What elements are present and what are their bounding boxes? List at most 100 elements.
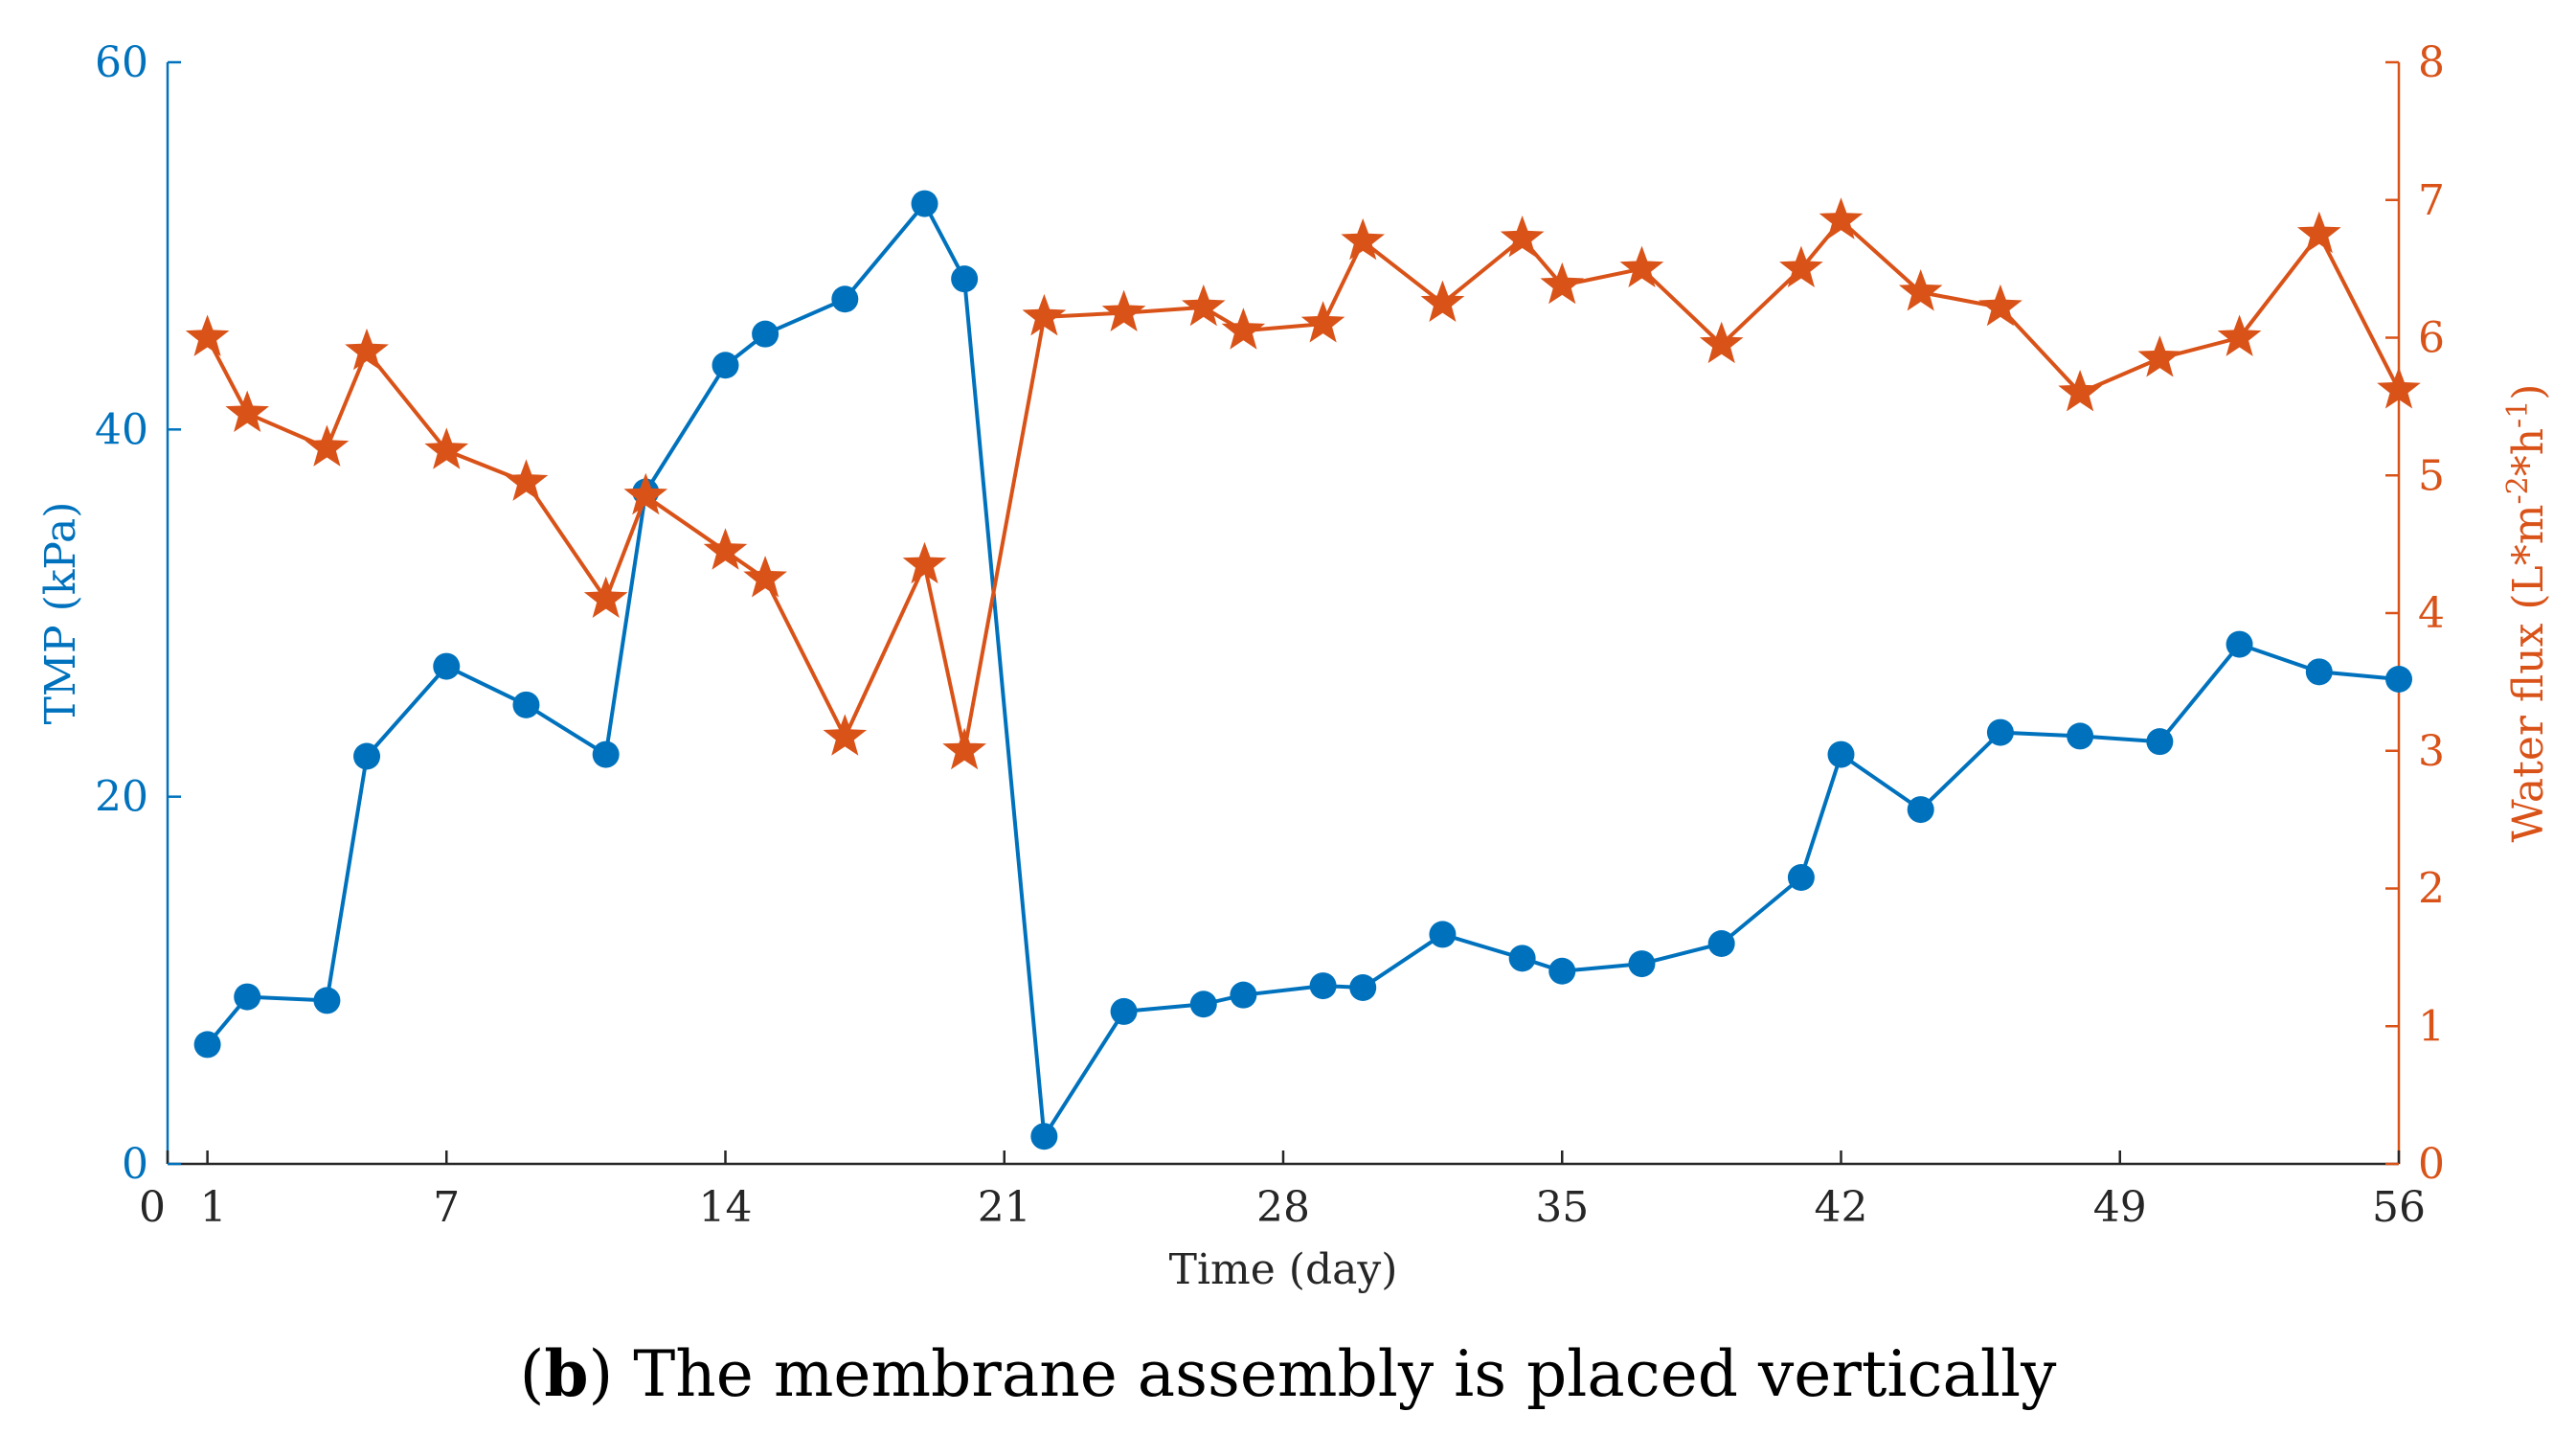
data-point-star (1022, 293, 1067, 336)
series-line (205, 218, 2401, 753)
left-axis-ticks: 0 20 40 60 (95, 38, 181, 1189)
data-point-star (2058, 370, 2102, 412)
data-point-star (823, 714, 868, 756)
x-tick-label: 28 (1256, 1183, 1310, 1232)
data-point-star (1341, 217, 1385, 261)
data-point-star (305, 424, 350, 467)
data-point-circle (1110, 997, 1138, 1025)
right-tick-label: 8 (2418, 38, 2445, 87)
data-point-star (1779, 245, 1823, 287)
data-point-circle (234, 983, 261, 1011)
data-point-circle (1230, 981, 1257, 1009)
data-point-circle (592, 740, 620, 768)
caption-text: The membrane assembly is placed vertical… (613, 1337, 2057, 1411)
data-point-star (1978, 284, 2022, 327)
figure-caption: (b) The membrane assembly is placed vert… (519, 1336, 2057, 1411)
x-tick-label: 42 (1815, 1183, 1868, 1232)
series-water-flux (185, 197, 2421, 770)
right-tick-label: 4 (2418, 589, 2445, 638)
data-point-circle (313, 987, 341, 1014)
data-point-star (703, 528, 748, 570)
right-axis-title-sup1: -2 (2501, 476, 2535, 504)
right-tick-label: 3 (2418, 727, 2445, 776)
left-tick-label: 0 (122, 1140, 148, 1189)
data-point-circle (512, 691, 540, 718)
right-tick-label: 6 (2418, 314, 2445, 363)
data-point-circle (2385, 666, 2412, 693)
data-point-star (583, 576, 628, 618)
data-point-circle (1309, 972, 1337, 1000)
data-point-star (2137, 335, 2182, 377)
data-point-circle (712, 352, 739, 379)
data-point-circle (951, 265, 979, 293)
data-point-circle (1787, 864, 1815, 891)
data-point-circle (831, 285, 859, 313)
data-point-star (1819, 197, 1864, 239)
right-axis-title-main: Water flux (L*m (2504, 505, 2553, 843)
right-tick-label: 7 (2418, 176, 2445, 225)
data-point-star (1619, 245, 1664, 287)
data-point-circle (752, 320, 780, 348)
data-point-circle (2146, 728, 2174, 756)
data-point-star (942, 727, 986, 770)
data-point-star (1221, 308, 1266, 350)
data-point-star (1540, 262, 1585, 305)
x-tick-label: 35 (1535, 1183, 1589, 1232)
data-point-star (1420, 280, 1465, 322)
data-point-circle (2226, 630, 2253, 658)
right-axis-title-end: ) (2504, 384, 2553, 400)
x-tick-label: 7 (433, 1183, 460, 1232)
data-point-star (2297, 211, 2341, 254)
data-point-star (902, 541, 947, 584)
data-point-star (424, 427, 469, 469)
x-tick-label: 1 (200, 1183, 227, 1232)
data-point-star (2217, 314, 2262, 356)
data-point-circle (1827, 740, 1855, 768)
data-point-circle (1508, 945, 1536, 972)
data-point-circle (911, 190, 938, 217)
data-point-circle (193, 1031, 221, 1059)
series-tmp (193, 190, 2412, 1150)
series-layer (185, 190, 2421, 1150)
x-tick-label: 14 (699, 1183, 753, 1232)
data-point-circle (1429, 921, 1457, 948)
data-point-star (623, 472, 668, 515)
data-point-star (1182, 284, 1226, 327)
right-tick-label: 0 (2418, 1140, 2445, 1189)
data-point-circle (1548, 957, 1576, 985)
data-point-star (743, 556, 787, 598)
data-point-star (185, 314, 230, 356)
x-axis-title: Time (day) (1169, 1245, 1398, 1294)
data-point-star (2377, 367, 2421, 409)
right-axis-title-sup2: -1 (2501, 400, 2535, 428)
data-point-star (1500, 216, 1545, 258)
left-tick-label: 20 (95, 773, 148, 822)
x-tick-label: 49 (2093, 1183, 2147, 1232)
right-axis-ticks: 0 1 2 3 4 5 6 7 8 (2385, 38, 2445, 1189)
data-point-circle (1189, 991, 1217, 1018)
x-tick-label: 56 (2372, 1183, 2426, 1232)
data-point-circle (1907, 796, 1934, 824)
data-point-circle (433, 652, 461, 680)
data-point-circle (2305, 658, 2333, 686)
data-point-circle (1349, 974, 1377, 1001)
data-point-star (1300, 301, 1345, 343)
right-tick-label: 5 (2418, 451, 2445, 500)
data-point-circle (1986, 718, 2014, 746)
data-point-star (1699, 321, 1744, 364)
right-axis-title: Water flux (L*m-2*h-1) (2501, 384, 2553, 843)
left-axis-title: TMP (kPa) (36, 502, 85, 725)
data-point-star (1898, 269, 1943, 311)
left-tick-label: 40 (95, 405, 148, 454)
data-point-circle (353, 742, 381, 770)
data-point-circle (1628, 950, 1656, 978)
data-point-star (345, 328, 389, 371)
data-point-star (504, 459, 549, 501)
data-point-star (225, 390, 269, 432)
data-point-star (1101, 289, 1146, 331)
right-axis-title-mid: *h (2504, 428, 2553, 476)
x-tick-label: 21 (978, 1183, 1031, 1232)
right-tick-label: 2 (2418, 865, 2445, 914)
right-tick-label: 1 (2418, 1002, 2445, 1051)
data-point-circle (1030, 1123, 1058, 1150)
